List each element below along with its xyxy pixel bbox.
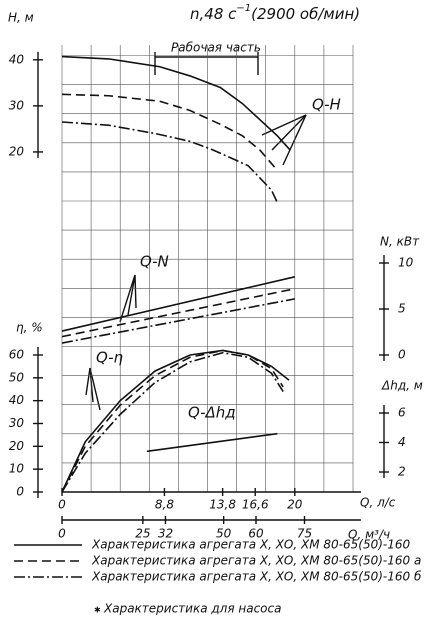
x2-tick-label: 0 [58,527,66,541]
y-tick-label: 40 [9,393,25,407]
curve [61,298,295,344]
x2-tick-label: 50 [216,527,232,541]
curve-label: Q-Δhд [188,404,236,422]
y-tick-label: 40 [9,52,25,66]
x2-tick-label: 32 [158,527,173,541]
curve [61,287,295,338]
curve [61,349,284,493]
pump-note-asterisk: ✱ [94,606,101,615]
curve-label: Q-H [312,96,341,114]
x-axis-label: Q, л/с [360,496,396,510]
y-tick-label: 4 [398,435,406,449]
legend-label: Характеристика агрегата Х, ХО, ХМ 80-65(… [91,554,421,568]
curve [61,351,284,493]
y-axis-label: Δhд, м [381,379,423,393]
chart-title: n,48 с−1(2900 об/мин) [190,3,360,23]
title-main: n,48 с [190,5,237,23]
y-tick-label: 60 [9,348,25,362]
x-tick-label: 0 [58,498,66,512]
title-rest: (2900 об/мин) [251,5,360,23]
legend-label: Характеристика агрегата Х, ХО, ХМ 80-65(… [91,538,410,552]
y-tick-label: 50 [9,370,25,384]
curve [61,276,295,332]
y-tick-label: 30 [9,416,25,430]
curve [146,432,278,453]
y-tick-label: 0 [398,348,406,362]
x2-tick-label: 75 [297,527,312,541]
y-tick-label: 10 [398,256,414,270]
y-tick-label: 20 [9,439,25,453]
curve [61,93,278,171]
title-exponent: −1 [236,3,251,14]
y-tick-label: 2 [398,465,406,479]
curve-label: Q-N [140,253,169,271]
y-axis-label: η, % [16,321,43,335]
y-tick-label: 30 [9,98,25,112]
working-range-label: Рабочая часть [171,41,261,55]
y-axis-label: Н, м [8,11,34,25]
legend-label: Характеристика агрегата Х, ХО, ХМ 80-65(… [91,570,422,584]
pump-note: Характеристика для насоса [103,602,281,616]
y-tick-label: 20 [9,144,25,158]
y-tick-label: 6 [398,406,406,420]
y-axis-label: N, кВт [380,235,420,249]
x2-axis-label: Q, м³/ч [348,528,390,542]
curve-label: Q-η [96,349,123,367]
curve [61,349,290,493]
x-tick-label: 8,8 [155,498,174,512]
x2-tick-label: 60 [248,527,264,541]
y-tick-label: 0 [16,485,24,499]
y-tick-label: 5 [398,302,406,316]
x-tick-label: 13,8 [209,498,236,512]
x2-tick-label: 25 [135,527,150,541]
x-tick-label: 20 [287,498,303,512]
x-tick-label: 16,6 [242,498,269,512]
curve [61,121,279,203]
leader-lines [85,114,307,411]
y-tick-label: 10 [9,462,25,476]
curve [61,55,291,151]
